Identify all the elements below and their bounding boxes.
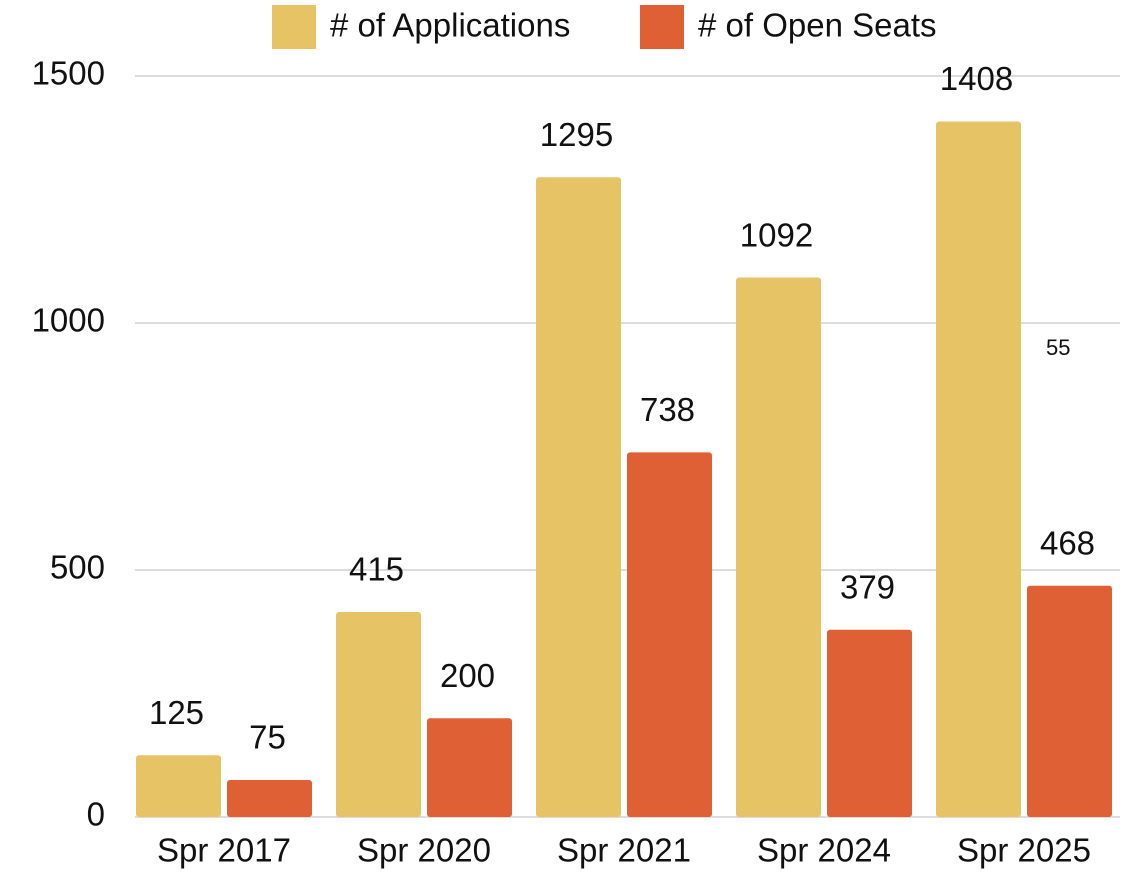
x-tick-label: Spr 2020 bbox=[357, 832, 491, 869]
data-label: 738 bbox=[640, 391, 695, 428]
data-label: 125 bbox=[149, 694, 204, 731]
bar bbox=[536, 177, 621, 817]
bar bbox=[136, 755, 221, 817]
x-tick-label: Spr 2017 bbox=[157, 832, 291, 869]
bar bbox=[427, 718, 512, 817]
bar bbox=[227, 779, 312, 817]
y-tick-label: 500 bbox=[50, 549, 105, 586]
data-label: 1295 bbox=[540, 116, 613, 153]
x-tick-label: Spr 2021 bbox=[557, 832, 691, 869]
x-tick-label: Spr 2024 bbox=[757, 832, 891, 869]
data-label: 379 bbox=[840, 568, 895, 605]
bar bbox=[736, 277, 821, 817]
data-label: 1408 bbox=[940, 60, 1013, 97]
y-tick-label: 1000 bbox=[32, 302, 105, 339]
legend-label: # of Open Seats bbox=[698, 7, 937, 44]
data-label: 1092 bbox=[740, 216, 813, 253]
data-label: 468 bbox=[1040, 525, 1095, 562]
legend-swatch bbox=[640, 5, 684, 49]
data-label: 415 bbox=[349, 551, 404, 588]
y-tick-label: 1500 bbox=[32, 55, 105, 92]
y-tick-label: 0 bbox=[87, 796, 105, 833]
bar bbox=[827, 629, 912, 817]
data-label: 200 bbox=[440, 657, 495, 694]
bar bbox=[336, 611, 421, 817]
x-tick-label: Spr 2025 bbox=[957, 832, 1091, 869]
legend-label: # of Applications bbox=[330, 7, 570, 44]
legend-swatch bbox=[272, 5, 316, 49]
bar bbox=[1027, 585, 1112, 817]
data-label: 75 bbox=[249, 719, 286, 756]
annotation: 55 bbox=[1046, 335, 1070, 360]
bar bbox=[936, 121, 1021, 817]
bar bbox=[627, 452, 712, 817]
